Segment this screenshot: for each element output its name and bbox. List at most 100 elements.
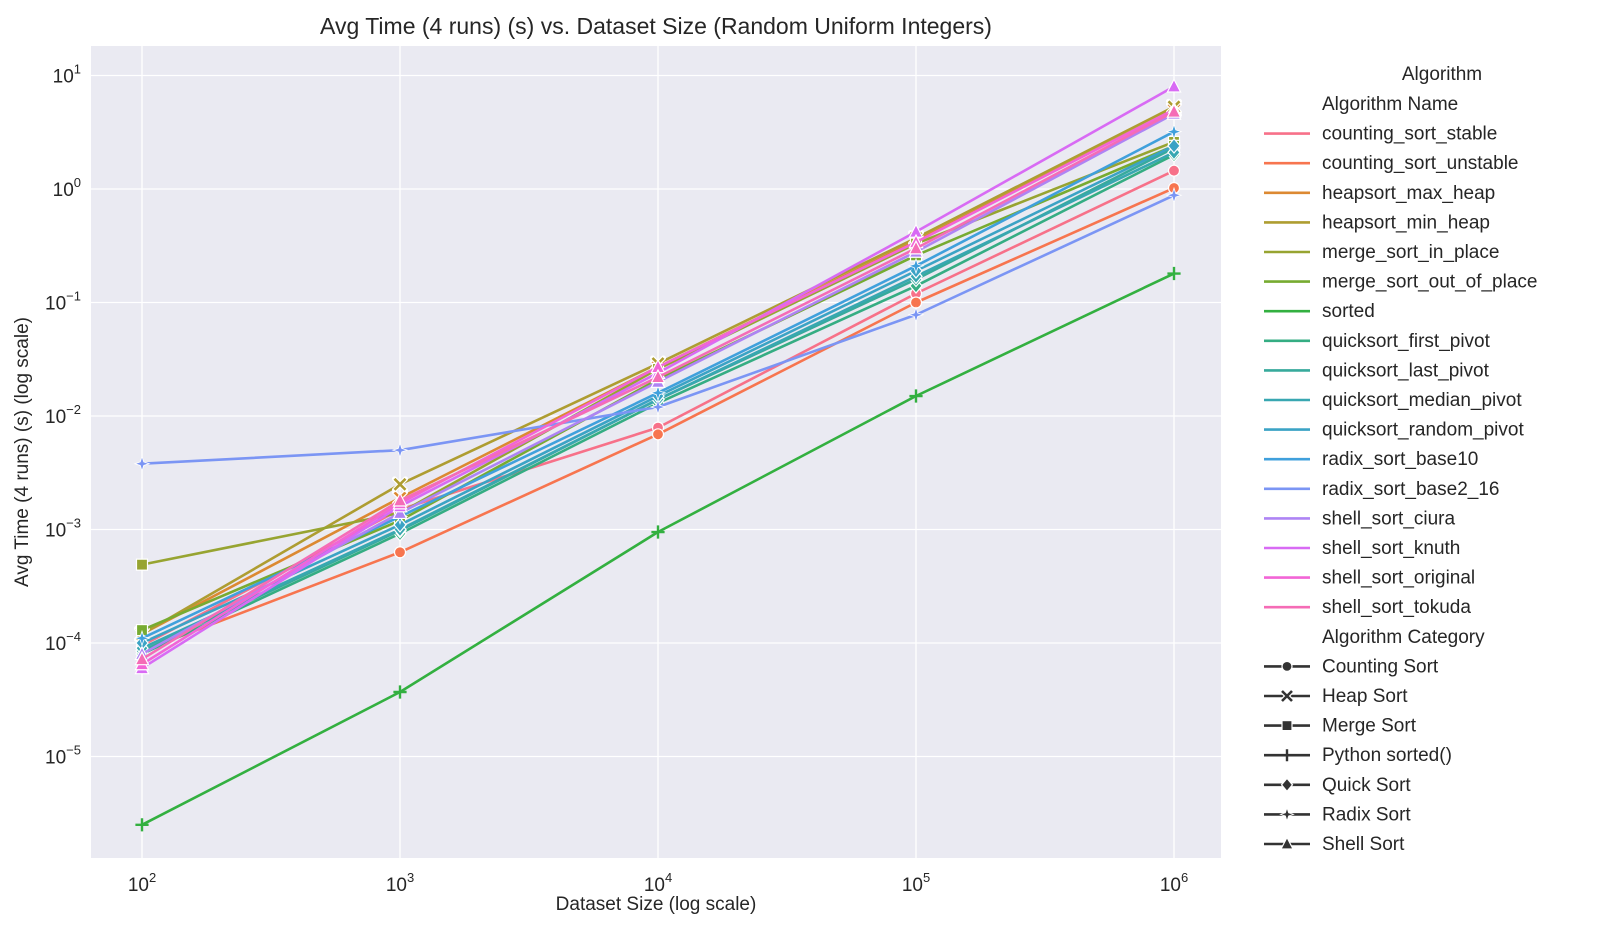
legend-style-title: Algorithm Category xyxy=(1322,627,1485,648)
legend-label: radix_sort_base10 xyxy=(1322,449,1478,470)
legend-style-counting-sort: Counting Sort xyxy=(1264,656,1439,677)
legend-style-label: Merge Sort xyxy=(1322,716,1417,737)
legend-label: merge_sort_in_place xyxy=(1322,242,1499,263)
y-tick-label: 10−5 xyxy=(45,743,81,769)
data-point-radix-sort-base2-16 xyxy=(1165,186,1183,204)
data-point-sorted xyxy=(651,525,665,539)
legend-style-marker xyxy=(1280,836,1294,850)
legend-style-marker xyxy=(1279,688,1295,704)
data-point-radix-sort-base10 xyxy=(1165,123,1183,141)
y-tick-label: 100 xyxy=(53,175,81,201)
legend-item-shell-sort-ciura: shell_sort_ciura xyxy=(1264,508,1455,529)
legend-style-marker xyxy=(1280,777,1294,793)
legend-style-shell-sort: Shell Sort xyxy=(1264,834,1405,855)
legend-style-marker xyxy=(1279,806,1295,823)
x-tick-label: 102 xyxy=(128,870,156,896)
x-axis-label: Dataset Size (log scale) xyxy=(556,894,757,915)
data-point-quicksort-random-pivot xyxy=(1167,137,1181,154)
legend-label: heapsort_min_heap xyxy=(1322,212,1490,233)
legend-style-marker xyxy=(1281,749,1293,762)
y-tick-labels: 10−5 10−4 10−3 10−2 10−1 100 101 xyxy=(45,62,81,769)
data-point-sorted xyxy=(393,685,407,699)
legend-label: shell_sort_knuth xyxy=(1322,538,1460,559)
legend-style-marker xyxy=(1281,660,1293,673)
legend-label: quicksort_median_pivot xyxy=(1322,390,1522,411)
x-tick-label: 106 xyxy=(1160,870,1188,896)
y-tick-label: 10−1 xyxy=(45,289,81,315)
legend-style-label: Counting Sort xyxy=(1322,656,1439,677)
data-point-radix-sort-base2-16 xyxy=(649,398,667,416)
legend-item-sorted: sorted xyxy=(1264,301,1375,322)
legend-item-heapsort-min-heap: heapsort_min_heap xyxy=(1264,212,1490,233)
legend-style-label: Quick Sort xyxy=(1322,775,1411,796)
data-point-shell-sort-tokuda xyxy=(1166,103,1182,118)
legend-style-marker xyxy=(1281,719,1293,732)
chart-title: Avg Time (4 runs) (s) vs. Dataset Size (… xyxy=(320,13,992,39)
y-tick-label: 10−4 xyxy=(45,629,81,655)
legend-style-label: Radix Sort xyxy=(1322,804,1411,825)
data-point-sorted xyxy=(135,818,149,832)
data-point-radix-sort-base10 xyxy=(133,629,151,647)
data-point-radix-sort-base10 xyxy=(907,257,925,275)
legend-label: radix_sort_base2_16 xyxy=(1322,479,1499,500)
legend-item-heapsort-max-heap: heapsort_max_heap xyxy=(1264,183,1495,204)
data-point-radix-sort-base2-16 xyxy=(391,441,409,459)
data-point-shell-sort-tokuda xyxy=(134,650,150,666)
data-point-shell-sort-tokuda xyxy=(650,368,666,384)
legend-style-label: Shell Sort xyxy=(1322,834,1405,855)
x-tick-label: 105 xyxy=(902,870,930,896)
y-tick-label: 10−2 xyxy=(45,402,81,428)
legend-item-radix-sort-base2-16: radix_sort_base2_16 xyxy=(1264,479,1499,500)
legend-hue-title: Algorithm Name xyxy=(1322,94,1458,115)
legend-label: counting_sort_unstable xyxy=(1322,153,1518,174)
data-point-counting-sort-stable xyxy=(1167,164,1181,177)
legend-item-shell-sort-original: shell_sort_original xyxy=(1264,568,1475,589)
data-point-counting-sort-unstable xyxy=(651,428,665,441)
data-point-shell-sort-knuth xyxy=(1166,78,1182,93)
legend-style-python-sorted: Python sorted() xyxy=(1264,745,1452,766)
legend-style-merge-sort: Merge Sort xyxy=(1264,716,1417,737)
data-point-sorted xyxy=(909,389,923,403)
legend-item-merge-sort-out-of-place: merge_sort_out_of_place xyxy=(1264,272,1537,293)
legend-label: quicksort_random_pivot xyxy=(1322,420,1524,441)
legend-style-label: Python sorted() xyxy=(1322,745,1452,766)
legend-item-counting-sort-unstable: counting_sort_unstable xyxy=(1264,153,1518,174)
series-radix-sort-base2-16 xyxy=(133,186,1183,473)
legend-style-label: Heap Sort xyxy=(1322,686,1408,707)
legend-label: quicksort_first_pivot xyxy=(1322,331,1491,352)
legend-item-shell-sort-tokuda: shell_sort_tokuda xyxy=(1264,597,1471,618)
legend-style-quick-sort: Quick Sort xyxy=(1264,775,1411,796)
y-tick-label: 101 xyxy=(53,62,81,88)
legend-label: merge_sort_out_of_place xyxy=(1322,272,1537,293)
data-point-heapsort-min-heap xyxy=(392,476,408,493)
legend-label: counting_sort_stable xyxy=(1322,124,1497,145)
series-shell-sort-tokuda xyxy=(134,103,1182,666)
legend-label: shell_sort_tokuda xyxy=(1322,597,1471,618)
data-point-sorted xyxy=(1167,266,1181,281)
legend-style-radix-sort: Radix Sort xyxy=(1264,804,1411,825)
legend-style-heap-sort: Heap Sort xyxy=(1264,686,1408,707)
data-point-radix-sort-base2-16 xyxy=(907,306,925,324)
legend-item-counting-sort-stable: counting_sort_stable xyxy=(1264,124,1497,145)
legend-label: shell_sort_original xyxy=(1322,568,1475,589)
y-tick-label: 10−3 xyxy=(45,516,81,542)
data-point-merge-sort-in-place xyxy=(135,558,149,571)
legend-item-merge-sort-in-place: merge_sort_in_place xyxy=(1264,242,1499,263)
legend-item-quicksort-last-pivot: quicksort_last_pivot xyxy=(1264,360,1490,381)
legend-item-shell-sort-knuth: shell_sort_knuth xyxy=(1264,538,1460,559)
data-point-counting-sort-unstable xyxy=(393,546,407,559)
data-point-shell-sort-tokuda xyxy=(392,492,408,507)
legend-title: Algorithm xyxy=(1402,64,1482,85)
legend-label: heapsort_max_heap xyxy=(1322,183,1495,204)
legend-label: quicksort_last_pivot xyxy=(1322,360,1490,381)
series-sorted xyxy=(135,266,1181,832)
data-point-shell-sort-tokuda xyxy=(908,239,924,255)
legend-item-quicksort-random-pivot: quicksort_random_pivot xyxy=(1264,420,1524,441)
series-layer xyxy=(133,78,1183,832)
y-axis-label: Avg Time (4 runs) (s) (log scale) xyxy=(12,317,33,587)
legend: Algorithm Algorithm Name counting_sort_sta… xyxy=(1264,64,1537,855)
legend-item-radix-sort-base10: radix_sort_base10 xyxy=(1264,449,1478,470)
legend-item-quicksort-median-pivot: quicksort_median_pivot xyxy=(1264,390,1522,411)
